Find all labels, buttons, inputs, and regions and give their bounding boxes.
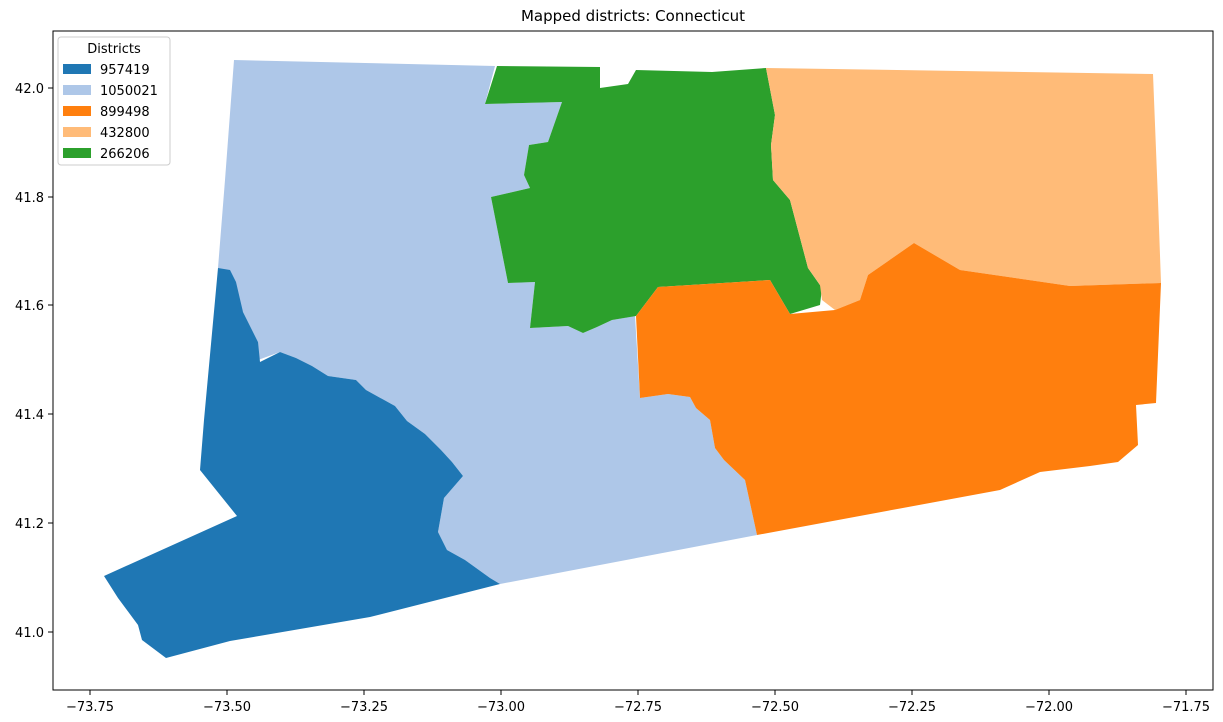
legend-swatch xyxy=(63,148,91,158)
district-432800 xyxy=(766,68,1161,310)
x-tick-label: −72.50 xyxy=(751,700,799,715)
y-tick-label: 41.8 xyxy=(15,191,44,206)
x-tick-label: −72.75 xyxy=(614,700,662,715)
y-tick-label: 41.4 xyxy=(15,408,44,423)
y-tick-label: 41.0 xyxy=(15,626,44,641)
y-axis: 41.0 41.2 41.4 41.6 41.8 42.0 xyxy=(15,82,53,641)
district-266206 xyxy=(485,66,822,333)
x-axis: −73.75 −73.50 −73.25 −73.00 −72.75 −72.5… xyxy=(66,690,1210,715)
x-tick-label: −73.75 xyxy=(66,700,114,715)
legend-title: Districts xyxy=(87,42,141,57)
x-tick-label: −73.25 xyxy=(340,700,388,715)
plot-frame xyxy=(52,30,1214,691)
legend-label: 266206 xyxy=(100,147,150,162)
x-tick-label: −71.75 xyxy=(1162,700,1210,715)
legend-label: 957419 xyxy=(100,63,150,78)
legend-swatch xyxy=(63,85,91,95)
y-tick-label: 42.0 xyxy=(15,82,44,97)
legend-swatch xyxy=(63,106,91,116)
legend-swatch xyxy=(63,64,91,74)
legend-label: 432800 xyxy=(100,126,150,141)
x-tick-label: −73.50 xyxy=(203,700,251,715)
y-tick-label: 41.6 xyxy=(15,299,44,314)
x-tick-label: −72.25 xyxy=(888,700,936,715)
y-tick-label: 41.2 xyxy=(15,517,44,532)
legend: Districts 957419 1050021 899498 432800 2… xyxy=(57,36,171,166)
legend-label: 899498 xyxy=(100,105,150,120)
legend-swatch xyxy=(63,127,91,137)
district-899498 xyxy=(636,243,1161,535)
legend-label: 1050021 xyxy=(100,84,158,99)
district-1050021 xyxy=(218,60,757,584)
district-957419 xyxy=(104,268,500,658)
x-tick-label: −73.00 xyxy=(477,700,525,715)
x-tick-label: −72.00 xyxy=(1025,700,1073,715)
chart-title: Mapped districts: Connecticut xyxy=(521,7,745,25)
district-polygons xyxy=(104,60,1161,658)
